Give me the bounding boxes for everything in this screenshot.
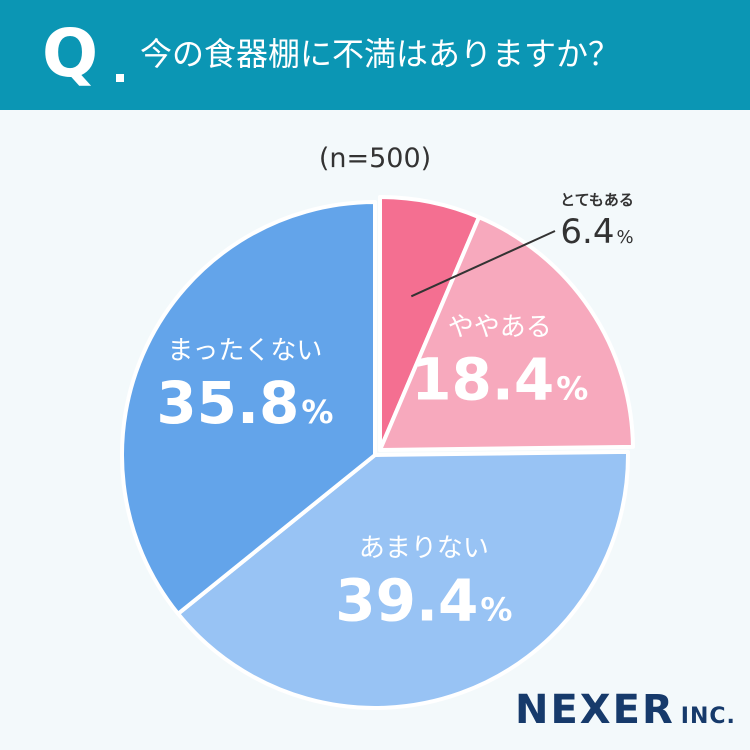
slice-label-1: とてもある <box>560 191 634 209</box>
slice-value-4: 35.8% <box>156 369 333 437</box>
pie-slice-4 <box>120 200 377 616</box>
slice-label-4: まったくない <box>167 336 322 366</box>
logo-suffix: INC. <box>680 704 736 729</box>
leader-line-1 <box>410 230 556 298</box>
q-dot <box>116 74 124 82</box>
slice-label-3: あまりない <box>359 534 489 564</box>
question-text: 今の食器棚に不満はありますか？ <box>140 35 621 73</box>
q-letter: Q <box>42 15 99 92</box>
nexer-logo: NEXER INC. <box>515 688 736 739</box>
pie-slice-3 <box>176 449 630 710</box>
pie-slice-2 <box>378 215 635 452</box>
sample-size-label: (n=500) <box>318 143 432 174</box>
slice-value-1: 6.4% <box>560 212 633 252</box>
question-header: Q 今の食器棚に不満はありますか？ <box>0 0 750 110</box>
slice-value-3: 39.4% <box>335 567 512 635</box>
slice-label-2: ややある <box>448 313 552 343</box>
slice-value-2: 18.4% <box>411 346 588 414</box>
logo-main: NEXER <box>515 687 675 733</box>
